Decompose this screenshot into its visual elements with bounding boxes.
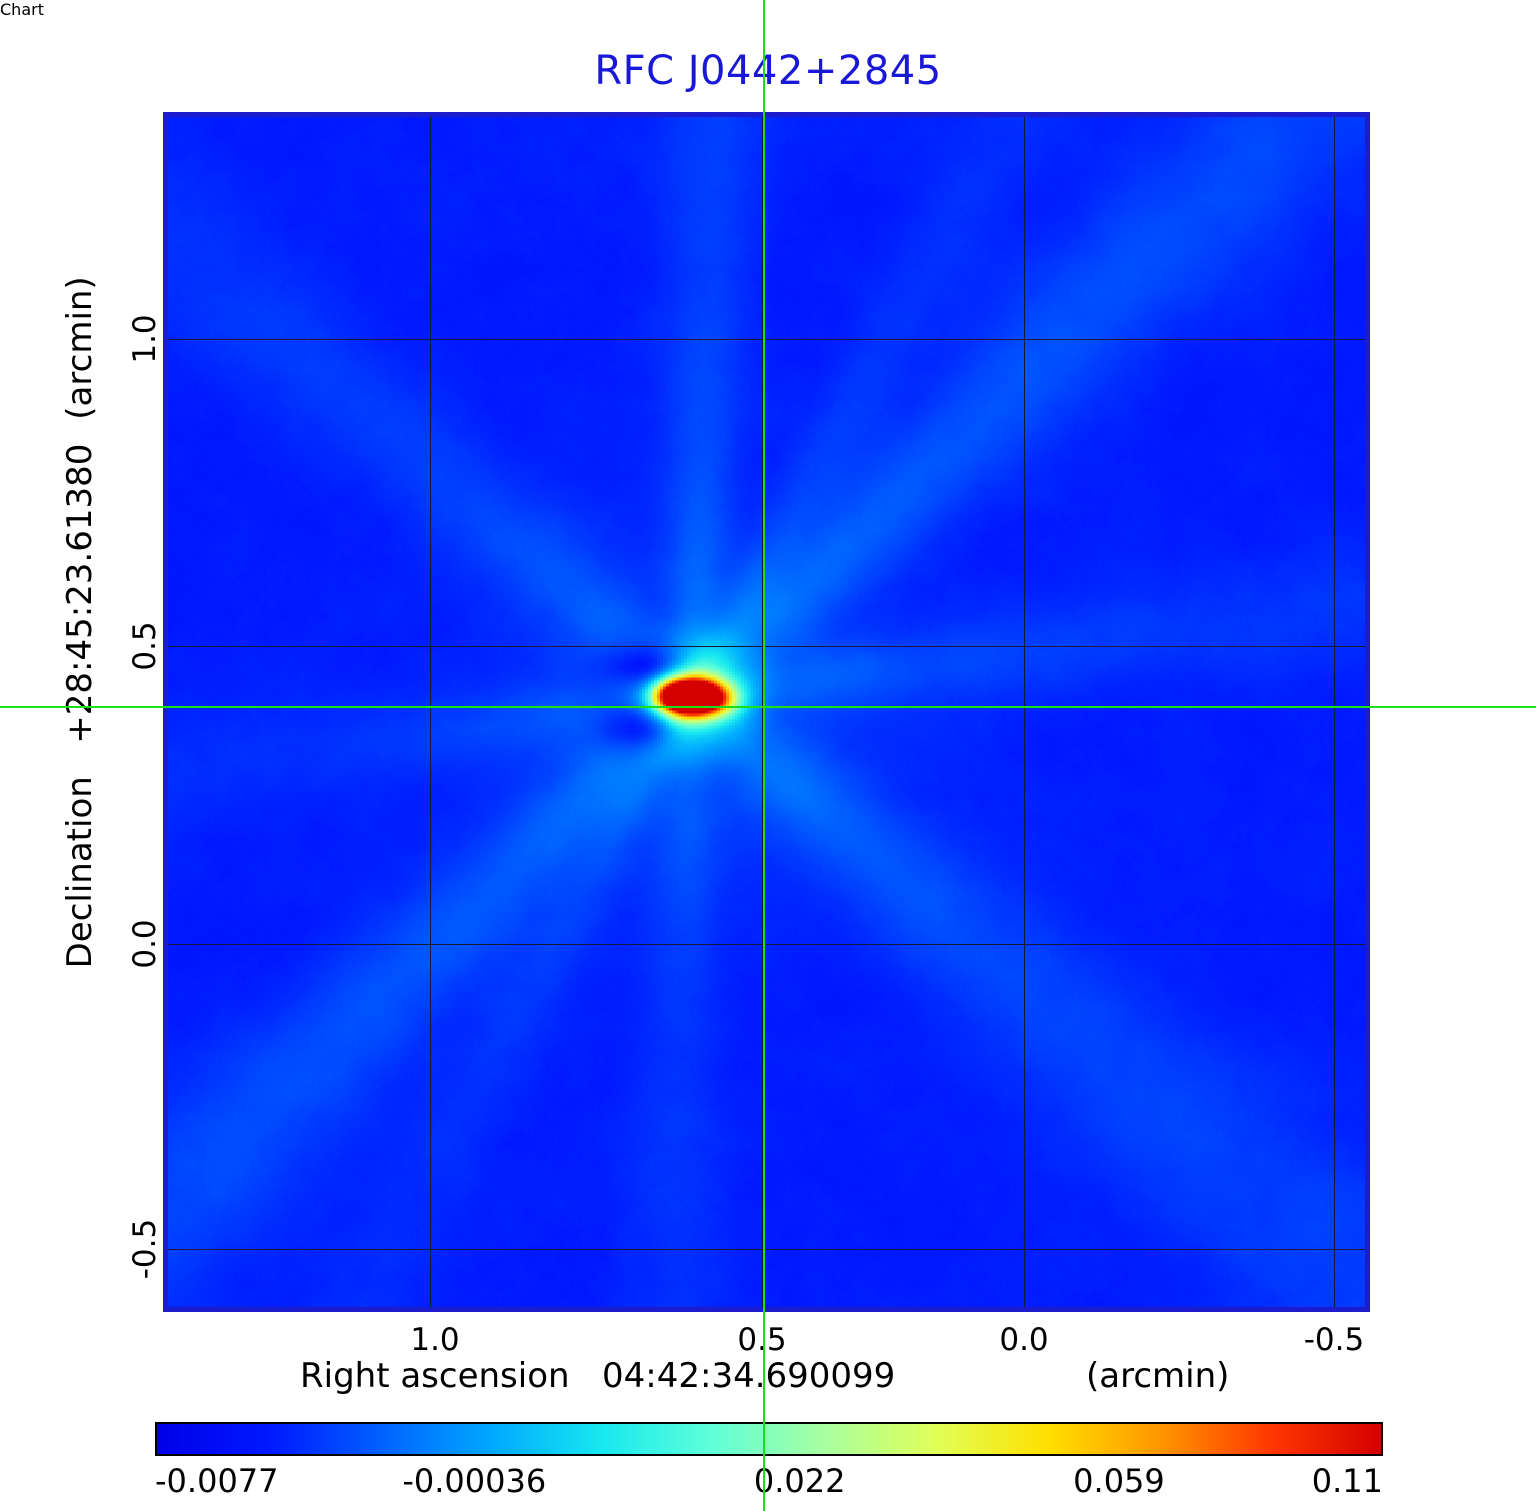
- y-axis-label-text: Declination: [60, 776, 100, 969]
- colorbar-gradient-strip: [157, 1424, 1381, 1454]
- xtick-label-4: -0.5: [1303, 1322, 1365, 1358]
- colorbar-tick-4: 0.11: [1311, 1462, 1383, 1500]
- page-title: RFC J0442+2845: [594, 48, 942, 94]
- colorbar-tick-3: 0.059: [1073, 1462, 1165, 1500]
- y-axis-unit: (arcmin): [60, 276, 100, 420]
- ytick-label-1: 1.0: [127, 314, 163, 364]
- colorbar-tick-labels: -0.0077 -0.00036 0.022 0.059 0.11: [155, 1462, 1383, 1508]
- xtick-label-1: 1.0: [410, 1322, 460, 1358]
- sky-image-panel[interactable]: [163, 112, 1370, 1312]
- x-axis-unit: (arcmin): [1086, 1356, 1230, 1396]
- colorbar[interactable]: [155, 1422, 1383, 1456]
- ytick-label-3: 0.0: [127, 919, 163, 969]
- xtick-label-2: 0.5: [737, 1322, 787, 1358]
- y-axis-reference-coordinate: +28:45:23.61380: [60, 443, 100, 744]
- crosshair-horizontal-line[interactable]: [0, 706, 1536, 708]
- x-axis-reference-coordinate: 04:42:34.690099: [602, 1356, 896, 1396]
- xtick-label-3: 0.0: [999, 1322, 1049, 1358]
- colorbar-tick-0: -0.0077: [155, 1462, 279, 1500]
- x-axis-label-text: Right ascension: [300, 1356, 570, 1396]
- colorbar-tick-1: -0.00036: [402, 1462, 547, 1500]
- colorbar-tick-2: 0.022: [753, 1462, 846, 1500]
- ytick-label-4: -0.5: [127, 1218, 163, 1280]
- ytick-label-2: 0.5: [127, 621, 163, 671]
- crosshair-vertical-line[interactable]: [763, 0, 765, 1511]
- sky-image-canvas[interactable]: [168, 117, 1365, 1307]
- x-axis-label: Right ascension 04:42:34.690099: [300, 1356, 895, 1396]
